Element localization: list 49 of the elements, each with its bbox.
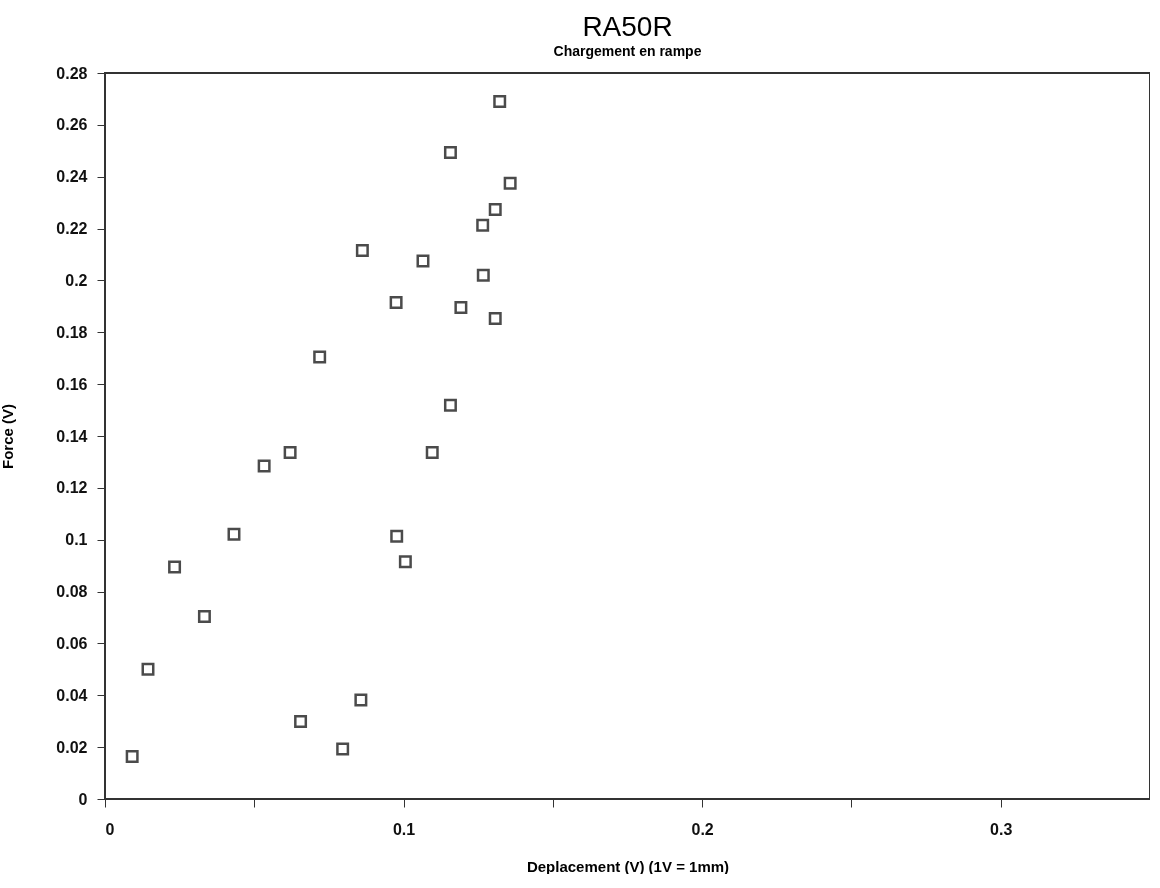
x-tick-label: 0.3 — [990, 820, 1013, 838]
x-axis-title: Deplacement (V) (1V = 1mm) — [526, 857, 730, 875]
point — [503, 176, 517, 190]
point — [398, 555, 412, 569]
y-tick-label: 0.14 — [56, 427, 88, 445]
x-tick-label: 0.2 — [691, 820, 714, 838]
y-tick-label: 0.08 — [56, 583, 88, 601]
y-tick-label: 0.22 — [56, 220, 88, 238]
point — [443, 146, 457, 160]
y-tick-label: 0.06 — [56, 634, 88, 652]
y-tick-label: 0.04 — [56, 686, 88, 704]
point — [454, 300, 468, 314]
point — [389, 295, 403, 309]
y-tick-label: 0.16 — [56, 375, 88, 393]
y-tick-label: 0.26 — [56, 116, 88, 134]
point — [390, 529, 404, 543]
point — [476, 268, 490, 282]
point — [488, 312, 502, 326]
point — [336, 742, 350, 756]
point — [488, 202, 502, 216]
x-tick-label: 0 — [105, 820, 115, 838]
point — [493, 95, 507, 109]
y-tick-label: 0.24 — [56, 168, 88, 186]
point — [355, 244, 369, 258]
point — [283, 446, 297, 460]
point — [294, 714, 308, 728]
chart-title: RA50R — [582, 11, 673, 42]
point — [443, 398, 457, 412]
chart-subtitle: Chargement en rampe — [553, 43, 702, 59]
point — [476, 218, 490, 232]
y-tick-label: 0.28 — [56, 64, 88, 82]
y-tick-label: 0.02 — [56, 738, 88, 756]
point — [125, 749, 139, 763]
y-tick-label: 0 — [78, 790, 88, 808]
point — [416, 254, 430, 268]
point — [141, 662, 155, 676]
point — [425, 446, 439, 460]
x-tick-label: 0.1 — [392, 820, 416, 838]
y-tick-label: 0.2 — [65, 271, 88, 289]
y-tick-label: 0.18 — [56, 323, 88, 341]
point — [168, 560, 182, 574]
y-tick-label: 0.1 — [65, 531, 88, 549]
point — [313, 350, 327, 364]
point — [197, 609, 211, 623]
y-tick-label: 0.12 — [56, 479, 88, 497]
y-axis-title: Force (V) — [0, 403, 17, 470]
point — [354, 693, 368, 707]
point — [227, 527, 241, 541]
point — [257, 459, 271, 473]
